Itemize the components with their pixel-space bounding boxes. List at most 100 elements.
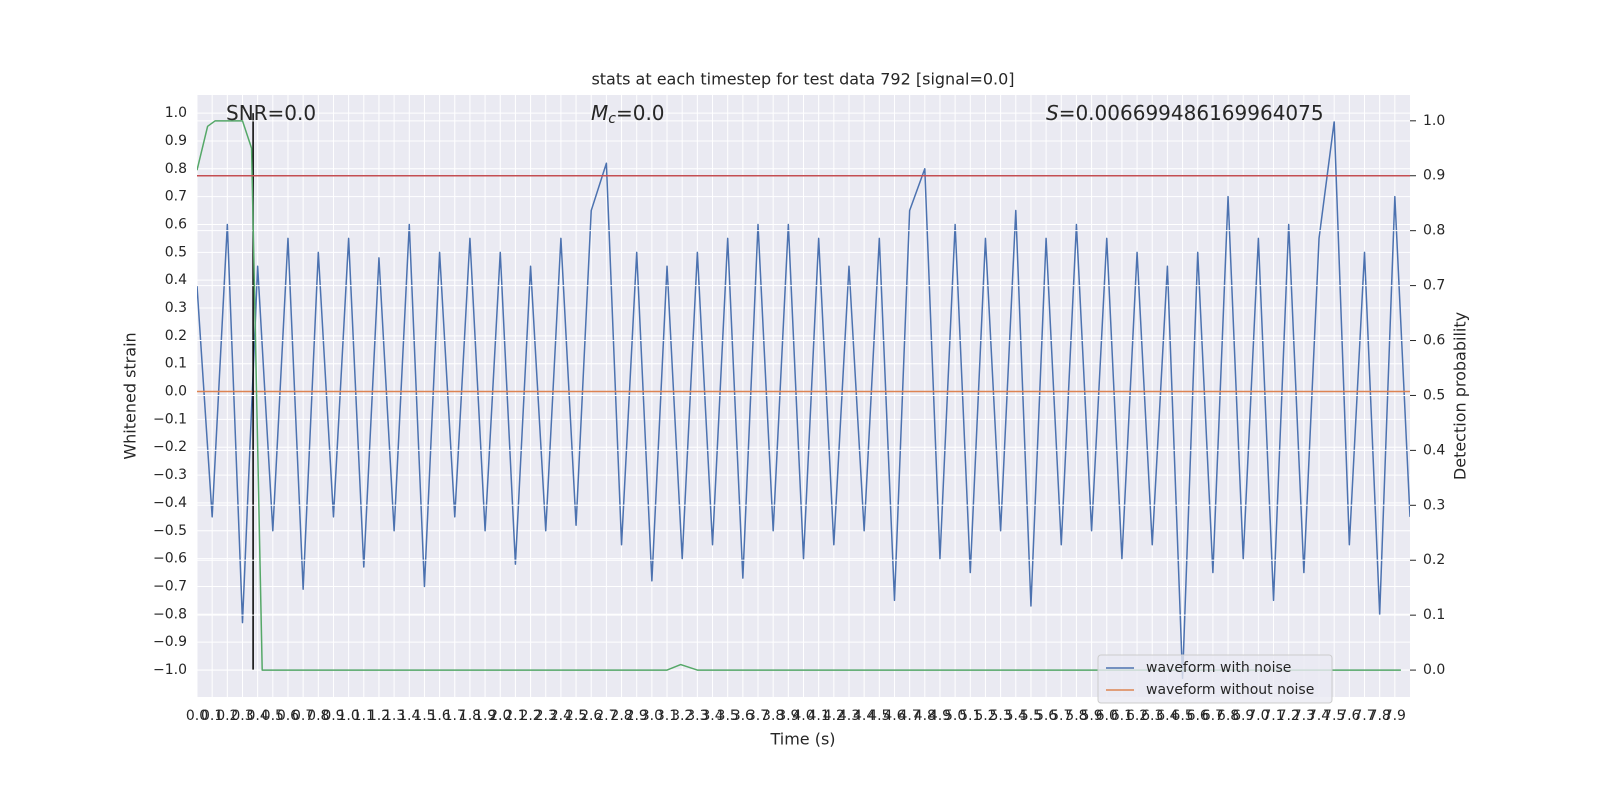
x-tick-label: 0.6 — [277, 708, 299, 724]
x-tick-label: 4.4 — [853, 708, 875, 724]
x-tick-label: 4.1 — [808, 708, 830, 724]
y-tick-label: 0.2 — [165, 328, 187, 344]
y-tick-label: 0.6 — [165, 216, 187, 232]
x-tick-label: 5.0 — [944, 708, 966, 724]
y-tick-label: 1.0 — [165, 105, 187, 121]
x-tick-label: 3.2 — [671, 708, 693, 724]
legend-box — [1097, 654, 1333, 704]
x-tick-label: 5.5 — [1020, 708, 1042, 724]
x-tick-label: 6.3 — [1141, 708, 1163, 724]
x-tick-label: 7.6 — [1338, 708, 1360, 724]
x-tick-label: 1.1 — [353, 708, 375, 724]
x-tick-label: 3.4 — [701, 708, 723, 724]
x-tick-label: 7.9 — [1384, 708, 1406, 724]
x-tick-label: 5.8 — [1065, 708, 1087, 724]
x-tick-label: 6.7 — [1202, 708, 1224, 724]
x-tick-label: 2.0 — [489, 708, 511, 724]
x-tick-label: 7.2 — [1278, 708, 1300, 724]
x-tick-label: 3.7 — [747, 708, 769, 724]
x-tick-label: 6.0 — [1096, 708, 1118, 724]
annotation: Mc=0.0 — [591, 101, 665, 128]
x-tick-label: 6.5 — [1171, 708, 1193, 724]
series-line — [197, 120, 1401, 671]
y-tick-label: 0.1 — [165, 356, 187, 372]
y2-tick-label: 0.8 — [1423, 223, 1445, 239]
x-tick-label: 2.5 — [565, 708, 587, 724]
y2-axis-label: Detection probability — [1451, 312, 1470, 480]
x-tick-label: 5.9 — [1080, 708, 1102, 724]
y-tick-label: −0.5 — [153, 523, 187, 539]
legend-label: waveform without noise — [1146, 682, 1314, 698]
x-tick-label: 7.4 — [1308, 708, 1330, 724]
y-tick-label: −0.4 — [153, 495, 187, 511]
x-tick-label: 1.7 — [444, 708, 466, 724]
x-tick-label: 3.8 — [762, 708, 784, 724]
x-tick-label: 0.4 — [247, 708, 269, 724]
y2-tick-label: 0.5 — [1423, 387, 1445, 403]
series-line — [197, 120, 1410, 680]
x-tick-label: 4.5 — [868, 708, 890, 724]
annotation-symbol: M — [591, 101, 608, 125]
annotation-text: =0.006699486169964075 — [1059, 101, 1324, 125]
x-tick-label: 7.5 — [1323, 708, 1345, 724]
x-tick-label: 6.8 — [1217, 708, 1239, 724]
secondary-series — [197, 120, 1401, 671]
x-tick-label: 5.4 — [1005, 708, 1027, 724]
x-tick-label: 6.9 — [1232, 708, 1254, 724]
x-tick-label: 0.9 — [322, 708, 344, 724]
x-tick-label: 2.8 — [610, 708, 632, 724]
y-tick-label: −0.7 — [153, 578, 187, 594]
x-tick-label: 4.3 — [838, 708, 860, 724]
annotation-text: SNR=0.0 — [226, 101, 316, 125]
x-axis-label: Time (s) — [769, 730, 835, 749]
x-tick-label: 5.1 — [959, 708, 981, 724]
legend-label: waveform with noise — [1146, 660, 1291, 676]
x-tick-label: 2.2 — [519, 708, 541, 724]
y2-tick-label: 0.1 — [1423, 607, 1445, 623]
y2-tick-label: 0.6 — [1423, 333, 1445, 349]
x-tick-label: 4.2 — [823, 708, 845, 724]
x-tick-label: 2.1 — [504, 708, 526, 724]
annotation: S=0.006699486169964075 — [1046, 101, 1324, 125]
x-tick-label: 1.6 — [428, 708, 450, 724]
x-tick-label: 7.3 — [1293, 708, 1315, 724]
y-tick-label: 0.0 — [165, 384, 187, 400]
x-tick-label: 7.7 — [1353, 708, 1375, 724]
x-tick-label: 2.9 — [626, 708, 648, 724]
y-tick-label: −1.0 — [153, 662, 187, 678]
x-tick-label: 3.6 — [732, 708, 754, 724]
y-tick-label: 0.8 — [165, 161, 187, 177]
x-tick-label: 4.7 — [899, 708, 921, 724]
x-tick-label: 1.4 — [398, 708, 420, 724]
x-tick-label: 6.1 — [1111, 708, 1133, 724]
x-tick-label: 3.3 — [686, 708, 708, 724]
x-tick-label: 3.1 — [656, 708, 678, 724]
y-tick-label: −0.1 — [153, 411, 187, 427]
x-tick-label: 4.0 — [792, 708, 814, 724]
y-tick-label: 0.7 — [165, 189, 187, 205]
x-tick-label: 0.5 — [262, 708, 284, 724]
x-tick-label: 7.0 — [1247, 708, 1269, 724]
x-tick-label: 0.1 — [201, 708, 223, 724]
x-tick-label: 0.0 — [186, 708, 208, 724]
y-tick-label: 0.4 — [165, 272, 187, 288]
y2-tick-label: 0.4 — [1423, 442, 1445, 458]
x-tick-label: 1.0 — [337, 708, 359, 724]
x-tick-label: 6.4 — [1156, 708, 1178, 724]
y-tick-label: 0.3 — [165, 300, 187, 316]
x-tick-label: 0.3 — [231, 708, 253, 724]
x-tick-label: 5.3 — [989, 708, 1011, 724]
x-tick-label: 2.3 — [535, 708, 557, 724]
x-tick-label: 1.5 — [413, 708, 435, 724]
y2-tick-label: 0.2 — [1423, 552, 1445, 568]
x-tick-label: 4.9 — [929, 708, 951, 724]
x-tick-label: 2.7 — [595, 708, 617, 724]
annotation: SNR=0.0 — [226, 101, 316, 125]
x-tick-label: 7.8 — [1369, 708, 1391, 724]
x-tick-label: 1.2 — [368, 708, 390, 724]
y-tick-label: −0.2 — [153, 439, 187, 455]
x-tick-label: 5.7 — [1050, 708, 1072, 724]
y-tick-label: 0.9 — [165, 133, 187, 149]
x-tick-label: 7.1 — [1262, 708, 1284, 724]
